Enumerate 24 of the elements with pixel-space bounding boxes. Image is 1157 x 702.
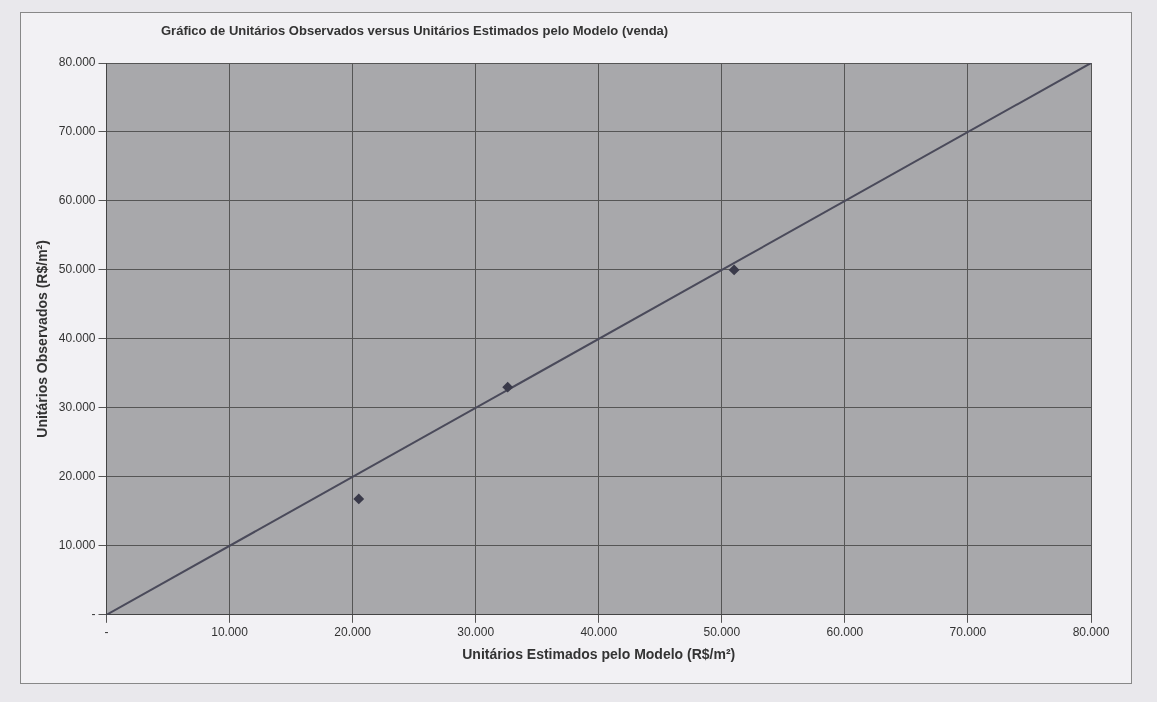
y-tick-label: 40.000 <box>58 331 96 346</box>
x-tick-label: 20.000 <box>334 625 372 640</box>
x-tick-label: 60.000 <box>826 625 864 640</box>
x-tick-label: 80.000 <box>1072 625 1110 640</box>
x-tick-label: 50.000 <box>703 625 741 640</box>
y-tick-label: 20.000 <box>58 469 96 484</box>
x-tick-label: 70.000 <box>949 625 987 640</box>
x-axis-title: Unitários Estimados pelo Modelo (R$/m²) <box>462 646 736 663</box>
y-tick-label: 60.000 <box>58 193 96 208</box>
x-tick-label: 40.000 <box>580 625 618 640</box>
y-tick-label: 80.000 <box>58 55 96 70</box>
x-tick-label: 30.000 <box>457 625 495 640</box>
point <box>502 382 513 393</box>
x-tick-label: 10.000 <box>211 625 249 640</box>
y-tick-label: 50.000 <box>58 262 96 277</box>
chart-title: Gráfico de Unitários Observados versus Unitários Estimados pelo Modelo (venda) <box>161 23 669 38</box>
y-tick-label: 10.000 <box>58 538 96 553</box>
y-tick-label: - <box>91 607 96 622</box>
y-axis-title: Unitários Observados (R$/m²) <box>34 240 51 438</box>
point <box>353 493 364 504</box>
y-tick-label: 70.000 <box>58 124 96 139</box>
y-tick-label: 30.000 <box>58 400 96 415</box>
point <box>729 264 740 275</box>
x-tick-label: - <box>104 625 109 640</box>
